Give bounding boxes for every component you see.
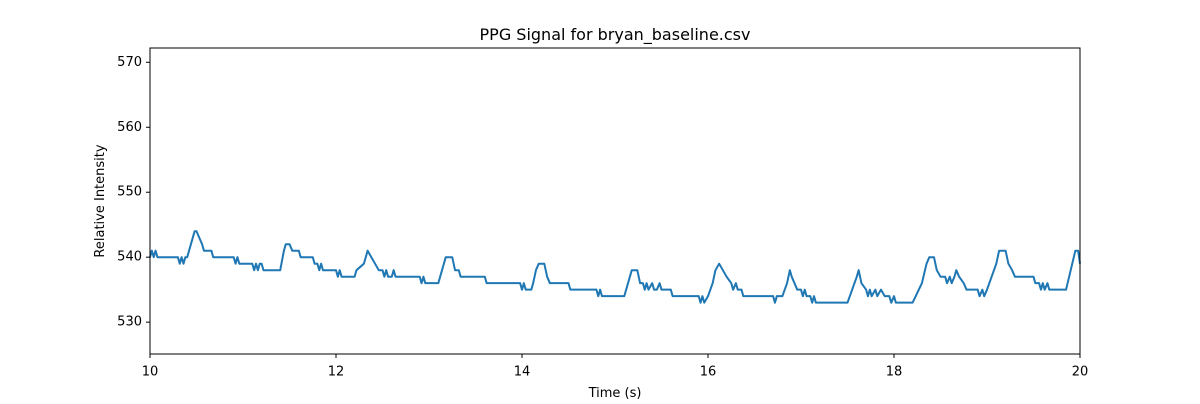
x-tick-label: 20: [1072, 365, 1089, 380]
signal-line: [149, 230, 1081, 304]
chart-title: PPG Signal for bryan_baseline.csv: [480, 25, 751, 45]
y-tick-label: 530: [117, 315, 142, 330]
x-tick-label: 16: [700, 365, 717, 380]
y-tick-label: 570: [117, 55, 142, 70]
x-tick-label: 10: [142, 365, 159, 380]
y-axis-label: Relative Intensity: [93, 144, 108, 257]
axes-frame: [149, 47, 1081, 355]
x-tick-label: 18: [886, 365, 903, 380]
x-axis-label: Time (s): [588, 386, 642, 400]
y-tick-label: 550: [117, 185, 142, 200]
x-tick-label: 12: [328, 365, 345, 380]
x-tick-label: 14: [514, 365, 531, 380]
y-tick-label: 540: [117, 250, 142, 265]
y-tick-label: 560: [117, 120, 142, 135]
plot-area: [149, 230, 1081, 304]
